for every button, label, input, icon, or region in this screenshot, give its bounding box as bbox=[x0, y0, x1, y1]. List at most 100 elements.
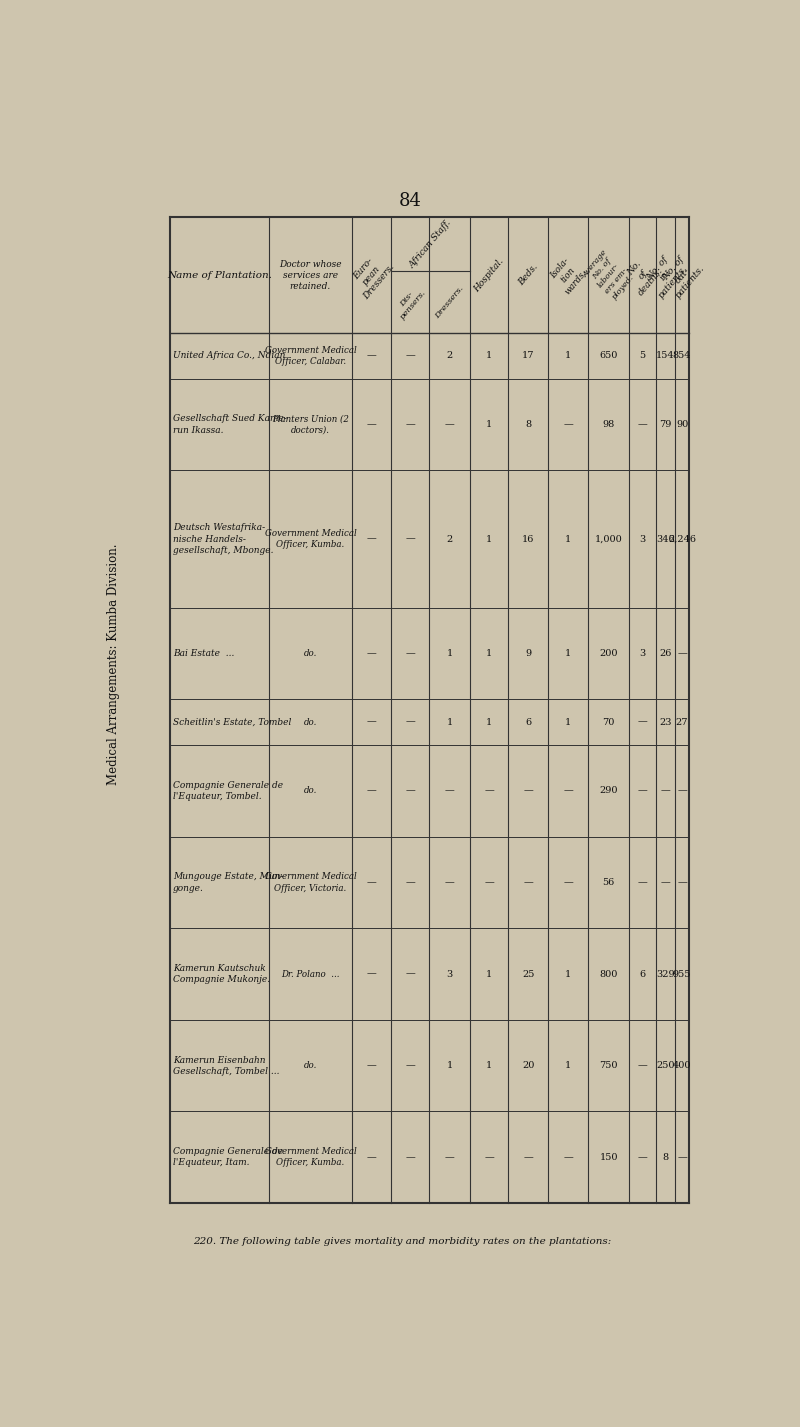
Text: —: — bbox=[405, 718, 415, 726]
Text: —: — bbox=[366, 420, 376, 430]
Text: Doctor whose
services are
retained.: Doctor whose services are retained. bbox=[279, 260, 342, 291]
Text: 800: 800 bbox=[600, 969, 618, 979]
Text: —: — bbox=[445, 786, 454, 795]
Text: 2,246: 2,246 bbox=[668, 535, 696, 544]
Text: 16: 16 bbox=[522, 535, 534, 544]
Text: No. of
out-
patients.: No. of out- patients. bbox=[658, 250, 706, 300]
Text: —: — bbox=[563, 786, 573, 795]
Text: 955: 955 bbox=[673, 969, 691, 979]
Text: —: — bbox=[677, 786, 687, 795]
Text: 650: 650 bbox=[600, 351, 618, 361]
Text: —: — bbox=[366, 351, 376, 361]
Text: Government Medical
Officer, Kumba.: Government Medical Officer, Kumba. bbox=[265, 529, 356, 549]
Text: —: — bbox=[405, 969, 415, 979]
Text: Gesellschaft Sued Kame-
run Ikassa.: Gesellschaft Sued Kame- run Ikassa. bbox=[173, 414, 286, 435]
Text: 290: 290 bbox=[599, 786, 618, 795]
Text: —: — bbox=[677, 649, 687, 658]
Text: do.: do. bbox=[304, 649, 317, 658]
Text: Scheitlin's Estate, Tombel: Scheitlin's Estate, Tombel bbox=[173, 718, 291, 726]
Text: do.: do. bbox=[304, 1062, 317, 1070]
Text: —: — bbox=[445, 1153, 454, 1162]
Text: Compagnie Generale de
l'Equateur, Itam.: Compagnie Generale de l'Equateur, Itam. bbox=[173, 1147, 283, 1167]
Text: 8: 8 bbox=[662, 1153, 669, 1162]
Text: 1: 1 bbox=[486, 718, 492, 726]
Text: 90: 90 bbox=[676, 420, 688, 430]
Text: 1: 1 bbox=[446, 1062, 453, 1070]
Text: 2: 2 bbox=[446, 535, 453, 544]
Text: 346: 346 bbox=[656, 535, 674, 544]
Text: —: — bbox=[661, 878, 670, 888]
Text: —: — bbox=[563, 420, 573, 430]
Text: —: — bbox=[445, 420, 454, 430]
Text: No. of
in-
patients.: No. of in- patients. bbox=[641, 250, 690, 300]
Text: 23: 23 bbox=[659, 718, 672, 726]
Text: —: — bbox=[445, 878, 454, 888]
Text: 1: 1 bbox=[565, 718, 571, 726]
Text: —: — bbox=[366, 1153, 376, 1162]
Text: do.: do. bbox=[304, 786, 317, 795]
Text: —: — bbox=[366, 969, 376, 979]
Text: —: — bbox=[523, 1153, 533, 1162]
Text: 154: 154 bbox=[656, 351, 674, 361]
Text: —: — bbox=[661, 786, 670, 795]
Text: —: — bbox=[405, 420, 415, 430]
Text: 1,000: 1,000 bbox=[595, 535, 622, 544]
Text: Deutsch Westafrika-
nische Handels-
gesellschaft, Mbonge.: Deutsch Westafrika- nische Handels- gese… bbox=[173, 524, 274, 555]
Text: 1: 1 bbox=[565, 535, 571, 544]
Text: —: — bbox=[638, 786, 647, 795]
Text: United Africa Co., Ndian: United Africa Co., Ndian bbox=[173, 351, 286, 361]
Text: 1: 1 bbox=[486, 1062, 492, 1070]
Text: 250: 250 bbox=[656, 1062, 674, 1070]
Text: Medical Arrangements: Kumba Division.: Medical Arrangements: Kumba Division. bbox=[107, 544, 121, 785]
Text: 8: 8 bbox=[525, 420, 531, 430]
Text: 150: 150 bbox=[599, 1153, 618, 1162]
Text: —: — bbox=[638, 718, 647, 726]
Text: —: — bbox=[638, 1153, 647, 1162]
Text: 17: 17 bbox=[522, 351, 534, 361]
Text: Government Medical
Officer, Calabar.: Government Medical Officer, Calabar. bbox=[265, 345, 356, 365]
Text: —: — bbox=[405, 786, 415, 795]
Text: 79: 79 bbox=[659, 420, 671, 430]
Text: 220. The following table gives mortality and morbidity rates on the plantations:: 220. The following table gives mortality… bbox=[193, 1237, 611, 1246]
Text: —: — bbox=[366, 535, 376, 544]
Text: Average
No. of
labour-
ers em-
ployed.: Average No. of labour- ers em- ployed. bbox=[581, 248, 637, 303]
Text: 400: 400 bbox=[673, 1062, 691, 1070]
Text: —: — bbox=[366, 1062, 376, 1070]
Text: 1: 1 bbox=[565, 649, 571, 658]
Text: 1: 1 bbox=[486, 535, 492, 544]
Text: 3: 3 bbox=[639, 535, 646, 544]
Text: 1: 1 bbox=[446, 649, 453, 658]
Text: 9: 9 bbox=[525, 649, 531, 658]
Text: 6: 6 bbox=[639, 969, 646, 979]
Text: —: — bbox=[405, 878, 415, 888]
Text: No.
of
deaths.: No. of deaths. bbox=[620, 253, 665, 298]
Text: Isola-
tion
wards.: Isola- tion wards. bbox=[547, 254, 589, 295]
Text: Mungouge Estate, Mun-
gonge.: Mungouge Estate, Mun- gonge. bbox=[173, 872, 283, 892]
Text: 1: 1 bbox=[565, 351, 571, 361]
Text: Name of Plantation.: Name of Plantation. bbox=[167, 271, 272, 280]
Text: —: — bbox=[366, 649, 376, 658]
Text: 3: 3 bbox=[446, 969, 453, 979]
Text: 1: 1 bbox=[486, 351, 492, 361]
Text: 200: 200 bbox=[599, 649, 618, 658]
Text: Bai Estate  ...: Bai Estate ... bbox=[173, 649, 234, 658]
Text: —: — bbox=[677, 878, 687, 888]
Text: 329: 329 bbox=[656, 969, 674, 979]
Text: Government Medical
Officer, Victoria.: Government Medical Officer, Victoria. bbox=[265, 872, 356, 892]
Text: 1: 1 bbox=[446, 718, 453, 726]
Text: Kamerun Kautschuk
Compagnie Mukonje.: Kamerun Kautschuk Compagnie Mukonje. bbox=[173, 965, 270, 985]
Text: Dressers.: Dressers. bbox=[434, 284, 466, 320]
Text: 3: 3 bbox=[639, 649, 646, 658]
Text: Kamerun Eisenbahn
Gesellschaft, Tombel ...: Kamerun Eisenbahn Gesellschaft, Tombel .… bbox=[173, 1056, 279, 1076]
Text: 750: 750 bbox=[599, 1062, 618, 1070]
Text: —: — bbox=[484, 1153, 494, 1162]
Text: —: — bbox=[484, 786, 494, 795]
Text: —: — bbox=[484, 878, 494, 888]
Text: Euro-
pean
Dressers.: Euro- pean Dressers. bbox=[346, 250, 397, 301]
Text: Dr. Polano  ...: Dr. Polano ... bbox=[281, 969, 340, 979]
Text: Hospital.: Hospital. bbox=[472, 257, 506, 294]
Text: —: — bbox=[366, 878, 376, 888]
Text: 98: 98 bbox=[602, 420, 615, 430]
Text: —: — bbox=[677, 1153, 687, 1162]
Text: —: — bbox=[563, 878, 573, 888]
